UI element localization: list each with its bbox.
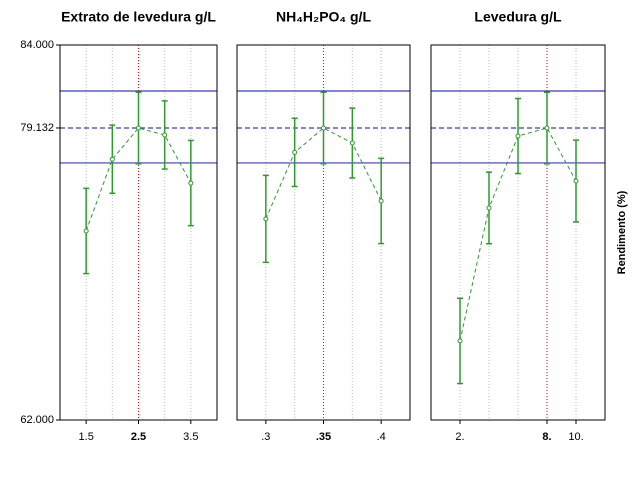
point (457, 338, 463, 344)
panel-title: Levedura g/L (474, 9, 562, 25)
y-tick-label: 84.000 (20, 39, 54, 51)
x-tick-label: 8. (542, 431, 551, 443)
point (515, 133, 521, 139)
profile-line (85, 127, 192, 232)
point (292, 149, 298, 155)
point (188, 180, 194, 186)
panel-frame (430, 44, 606, 421)
y-tick-label: 79.132 (20, 122, 54, 134)
x-tick-label: 2. (455, 431, 464, 443)
point (109, 156, 115, 162)
point (83, 228, 89, 234)
panel-title: Extrato de levedura g/L (61, 9, 216, 25)
y-tick-label: 62.000 (20, 414, 54, 426)
x-tick-label: 2.5 (131, 431, 146, 443)
panel-title: NH₄H₂PO₄ g/L (276, 9, 371, 25)
point (349, 140, 355, 146)
panel-frame (59, 44, 218, 421)
y-axis-label: Rendimento (%) (616, 190, 628, 274)
point (573, 178, 579, 184)
x-tick-label: .3 (261, 431, 270, 443)
x-tick-label: .4 (377, 431, 386, 443)
point (136, 125, 141, 131)
point (544, 125, 550, 131)
point (321, 125, 326, 131)
point (486, 205, 492, 211)
profile-line (265, 127, 382, 220)
x-tick-label: 1.5 (79, 431, 94, 443)
x-tick-label: 3.5 (183, 431, 198, 443)
x-tick-label: 10. (568, 431, 583, 443)
point (263, 216, 269, 222)
point (378, 198, 384, 204)
x-tick-label: .35 (316, 431, 331, 443)
point (162, 132, 168, 138)
panel-frame (236, 44, 411, 421)
